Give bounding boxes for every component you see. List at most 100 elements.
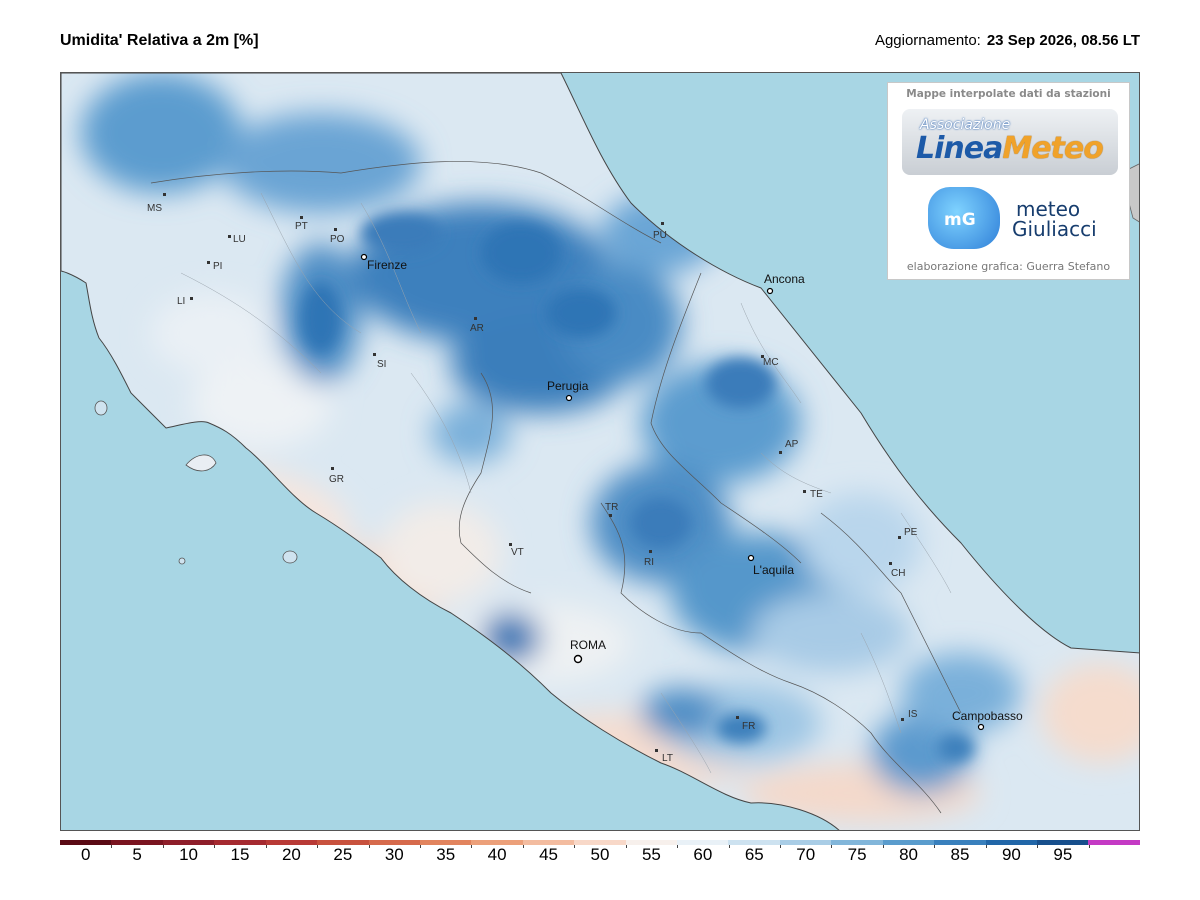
colorbar-tick-label: 10 [179,845,199,864]
colorbar-tick-label: 60 [693,845,713,864]
city-firenze[interactable]: Firenze [360,253,408,273]
colorbar-tick-label: 70 [796,845,816,864]
colorbar-tick-mark [728,845,730,848]
colorbar-tick-mark [111,845,113,848]
colorbar-segment [934,840,986,845]
colorbar [60,840,1140,845]
svg-text:TE: TE [810,489,823,500]
colorbar-segment [522,840,575,845]
svg-text:TR: TR [605,502,618,513]
svg-text:LT: LT [662,753,673,764]
svg-text:Firenze: Firenze [367,258,407,272]
colorbar-segment [728,840,780,845]
svg-text:MS: MS [147,203,162,214]
colorbar-segment [882,840,935,845]
svg-text:IS: IS [908,709,918,720]
meteogiuliacci-line1: meteo [1016,197,1081,221]
city-markers: Firenze Perugia Ancona L'aquila ROMA Cam… [360,253,1023,731]
colorbar-tick-mark [677,845,679,848]
svg-text:Ancona: Ancona [764,272,805,286]
region-borders [150,161,962,814]
colorbar-segment [60,840,112,845]
colorbar-ticks: 0 5 10 15 20 25 30 35 40 45 50 55 60 65 70 75 80 85 90 95 [60,845,1140,875]
svg-text:ROMA: ROMA [570,638,606,652]
city-laquila[interactable]: L'aquila [747,554,795,578]
colorbar-tick-label: 80 [899,845,919,864]
city-perugia[interactable]: Perugia [547,379,589,402]
lineameteo-small-text: Associazione [920,117,1011,133]
lineameteo-logo[interactable]: Associazione LineaMeteo [902,109,1118,175]
lineameteo-wordmark: LineaMeteo [916,131,1104,166]
colorbar-segment [985,840,1038,845]
svg-text:RI: RI [644,557,654,568]
svg-text:GR: GR [329,474,344,485]
colorbar-segment [677,840,729,845]
svg-text:MC: MC [763,357,779,368]
island-giglio [185,454,217,472]
colorbar-tick-label: 5 [132,845,142,864]
colorbar-tick-label: 90 [1001,845,1021,864]
svg-text:PU: PU [653,230,667,241]
svg-text:PT: PT [295,221,308,232]
colorbar-tick-mark [831,845,833,848]
update-label: Aggiornamento: [874,32,981,49]
colorbar-segment [1088,840,1140,845]
colorbar-tick-label: 20 [281,845,301,864]
colorbar-tick-label: 25 [333,845,353,864]
colorbar-segment [214,840,266,845]
colorbar-tick-mark [780,845,781,848]
colorbar-tick-label: 75 [847,845,867,864]
city-ancona[interactable]: Ancona [764,272,805,295]
colorbar-tick-label: 45 [539,845,559,864]
svg-text:CH: CH [891,568,905,579]
colorbar-segment [111,840,163,845]
island [282,550,298,564]
svg-text:LU: LU [233,234,246,245]
colorbar-segment [368,840,420,845]
colorbar-tick-mark [1088,845,1090,848]
colorbar-segment [831,840,883,845]
city-roma[interactable]: ROMA [570,638,606,664]
colorbar-tick-mark [625,845,627,848]
colorbar-tick-mark [265,845,267,848]
svg-text:L'aquila: L'aquila [753,563,794,577]
colorbar-tick-label: 30 [384,845,404,864]
colorbar-tick-label: 40 [487,845,507,864]
update-timestamp: Aggiornamento: 23 Sep 2026, 08.56 LT [875,32,1140,49]
colorbar-tick-mark [471,845,473,848]
colorbar-tick-label: 15 [230,845,250,864]
island [94,400,108,416]
colorbar-tick-mark [882,845,884,848]
island [178,557,186,565]
colorbar-tick-label: 95 [1053,845,1073,864]
svg-text:PO: PO [330,234,345,245]
colorbar-tick-label: 50 [590,845,610,864]
colorbar-tick-label: 0 [80,845,91,864]
graphics-credit: elaborazione grafica: Guerra Stefano [906,260,1111,273]
svg-text:Campobasso: Campobasso [952,709,1023,723]
svg-text:FR: FR [742,721,755,732]
colorbar-segment [574,840,626,845]
colorbar-tick-label: 35 [436,845,456,864]
colorbar-tick-mark [1037,845,1039,848]
colorbar-tick-mark [214,845,216,848]
meteogiuliacci-cloud-icon [928,187,1000,249]
colorbar-tick-label: 65 [744,845,764,864]
svg-text:Perugia: Perugia [547,379,589,393]
svg-text:AP: AP [785,439,799,450]
logo-panel: Mappe interpolate dati da stazioni Assoc… [887,82,1130,280]
meteogiuliacci-icon-text: mG [944,210,976,230]
meteogiuliacci-line2: Giuliacci [1012,217,1097,241]
colorbar-tick-mark [574,845,576,848]
colorbar-tick-mark [368,845,370,848]
svg-text:PE: PE [904,527,918,538]
province-borders [180,192,952,774]
province-markers: MS LU PI LI PT PO AR SI GR PU MC AP TE P… [147,193,918,764]
map-title: Umidita' Relativa a 2m [%] [60,32,259,49]
colorbar-segment [162,840,215,845]
colorbar-segment [419,840,472,845]
city-campobasso[interactable]: Campobasso [952,709,1023,731]
colorbar-segment [625,840,678,845]
colorbar-tick-mark [317,845,319,848]
colorbar-segment [779,840,832,845]
